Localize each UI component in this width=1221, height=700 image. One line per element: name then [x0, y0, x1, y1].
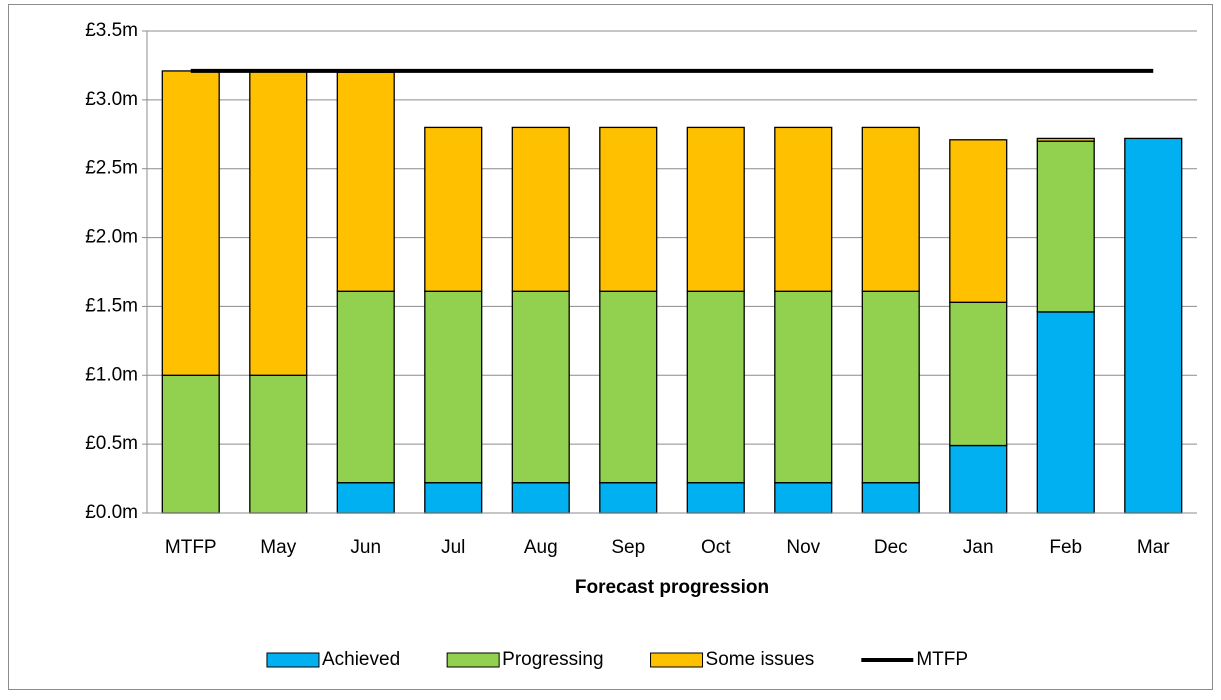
- bar-segment: [511, 290, 570, 484]
- y-tick-label: £0.0m: [85, 502, 138, 523]
- bar-segment: [1036, 311, 1095, 514]
- bar-segment: [599, 126, 658, 292]
- bar-segment: [686, 290, 745, 484]
- x-tick-label: Oct: [701, 537, 731, 558]
- x-tick-label: May: [260, 537, 296, 558]
- legend-swatch: [266, 652, 320, 668]
- x-tick-label: Nov: [786, 537, 820, 558]
- x-tick-label: Feb: [1049, 537, 1082, 558]
- bar-segment: [949, 139, 1008, 303]
- y-tick-label: £2.0m: [85, 227, 138, 248]
- y-tick-label: £1.5m: [85, 295, 138, 316]
- bar-segment: [249, 374, 308, 514]
- y-tick-label: £3.5m: [85, 20, 138, 41]
- bar-segment: [511, 482, 570, 514]
- bar-segment: [774, 290, 833, 484]
- x-tick-label: Sep: [611, 537, 645, 558]
- bar-segment: [336, 290, 395, 484]
- y-tick-label: £1.0m: [85, 364, 138, 385]
- legend-label: Progressing: [502, 649, 603, 670]
- x-tick-label: Dec: [874, 537, 908, 558]
- bar-segment: [511, 126, 570, 292]
- x-tick-label: Jul: [441, 537, 465, 558]
- bar-segment: [1036, 140, 1095, 313]
- y-tick-label: £2.5m: [85, 158, 138, 179]
- legend-label: Achieved: [322, 649, 400, 670]
- bar-segment: [599, 482, 658, 514]
- x-tick-label: MTFP: [165, 537, 217, 558]
- x-axis-title: Forecast progression: [575, 577, 769, 598]
- bar-segment: [1124, 137, 1183, 514]
- x-tick-label: Aug: [524, 537, 558, 558]
- bar-segment: [599, 290, 658, 484]
- legend-swatch: [650, 652, 704, 668]
- bar-segment: [336, 482, 395, 514]
- bar-segment: [424, 126, 483, 292]
- x-tick-label: Jun: [350, 537, 381, 558]
- y-tick-label: £3.0m: [85, 89, 138, 110]
- bar-segment: [861, 126, 920, 292]
- bar-segment: [161, 374, 220, 514]
- bar-segment: [949, 444, 1008, 514]
- legend-label: MTFP: [916, 649, 968, 670]
- bar-segment: [336, 71, 395, 292]
- bar-segment: [861, 482, 920, 514]
- legend-swatch: [446, 652, 500, 668]
- bar-segment: [424, 482, 483, 514]
- bar-segment: [161, 70, 220, 376]
- bar-segment: [861, 290, 920, 484]
- bar-segment: [424, 290, 483, 484]
- bar-segment: [774, 126, 833, 292]
- bar-segment: [1036, 137, 1095, 142]
- y-tick-label: £0.5m: [85, 433, 138, 454]
- bar-segment: [686, 482, 745, 514]
- bar-segment: [249, 70, 308, 376]
- bar-segment: [686, 126, 745, 292]
- bar-segment: [774, 482, 833, 514]
- legend-label: Some issues: [706, 649, 815, 670]
- x-tick-label: Jan: [963, 537, 994, 558]
- x-tick-label: Mar: [1137, 537, 1170, 558]
- bar-segment: [949, 301, 1008, 447]
